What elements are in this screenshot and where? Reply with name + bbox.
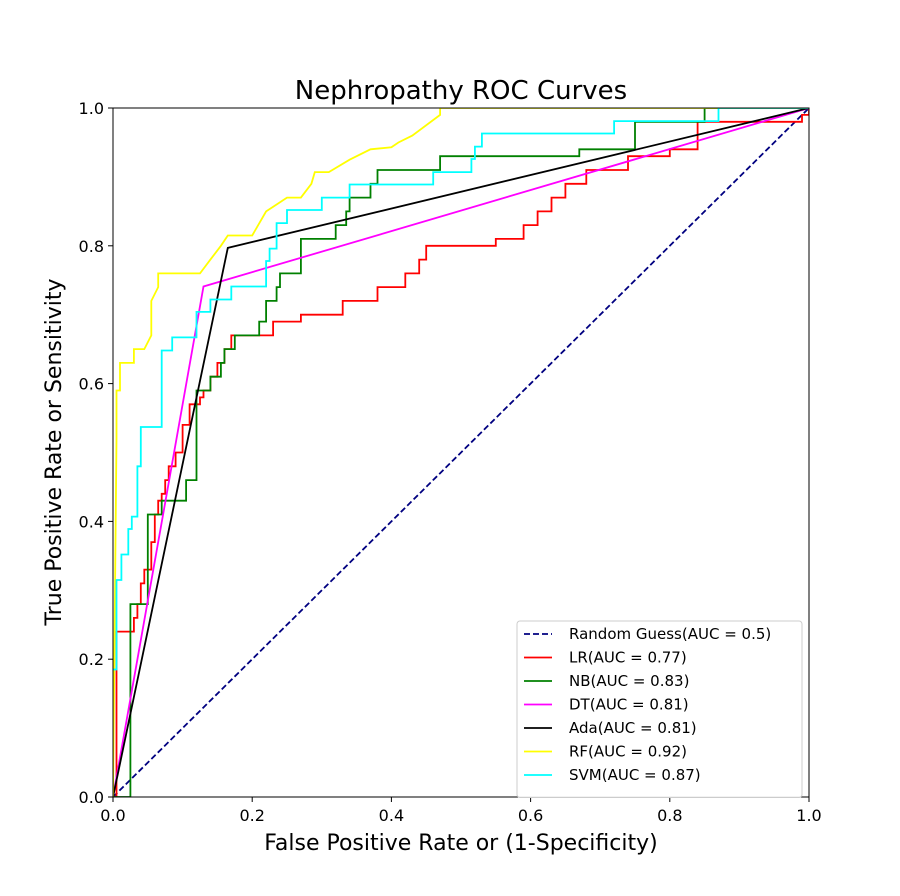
x-tick-label: 0.2: [239, 806, 264, 825]
y-tick-label: 1.0: [79, 99, 104, 118]
legend-label-6: SVM(AUC = 0.87): [569, 766, 701, 784]
plot-area: [113, 108, 809, 797]
x-tick-label: 0.4: [379, 806, 404, 825]
y-axis-label: True Positive Rate or Sensitivity: [42, 279, 67, 627]
legend-label-0: Random Guess(AUC = 0.5): [569, 625, 771, 643]
series-line-1: [113, 108, 809, 797]
series-line-5: [113, 108, 809, 797]
y-tick-label: 0.0: [79, 788, 104, 807]
x-tick-label: 1.0: [796, 806, 821, 825]
chart-title: Nephropathy ROC Curves: [295, 76, 627, 106]
series-layer: [113, 108, 809, 797]
x-tick-label: 0.6: [518, 806, 543, 825]
legend-box: [516, 620, 803, 798]
plot-frame: [112, 107, 810, 798]
series-line-0: [113, 108, 809, 797]
legend-label-3: DT(AUC = 0.81): [569, 696, 689, 714]
x-tick-label: 0.8: [657, 806, 682, 825]
series-line-6: [113, 108, 809, 671]
y-tick-label: 0.2: [79, 650, 104, 669]
series-line-3: [113, 108, 809, 797]
legend-label-4: Ada(AUC = 0.81): [569, 719, 697, 737]
x-tick-label: 0.0: [100, 806, 125, 825]
y-tick-label: 0.4: [79, 512, 104, 531]
legend-label-5: RF(AUC = 0.92): [569, 743, 687, 761]
axes-layer: 0.0 0.2 0.4 0.6 0.8 1.0 0.0 0.2 0.4 0.6 0.8 1.0: [79, 99, 822, 825]
y-tick-label: 0.6: [79, 375, 104, 394]
legend-label-2: NB(AUC = 0.83): [569, 672, 689, 690]
series-line-2: [113, 108, 809, 797]
legend-label-1: LR(AUC = 0.77): [569, 649, 687, 667]
y-tick-label: 0.8: [79, 237, 104, 256]
x-axis-label: False Positive Rate or (1-Specificity): [264, 831, 657, 856]
legend: Random Guess(AUC = 0.5) LR(AUC = 0.77) NB(…: [516, 620, 803, 798]
series-line-4: [113, 108, 809, 797]
